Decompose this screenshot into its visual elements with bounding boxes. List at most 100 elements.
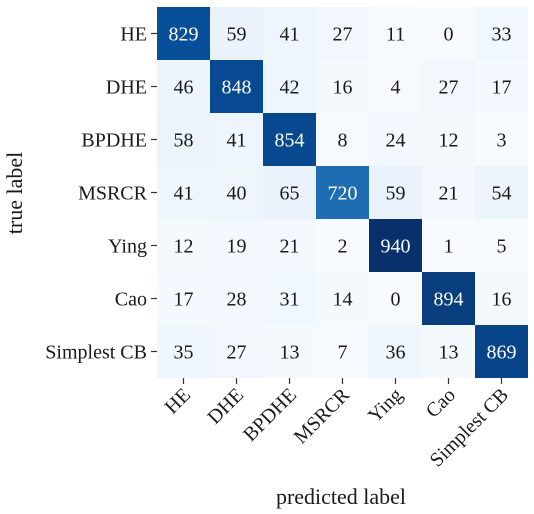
heatmap-cell xyxy=(422,219,475,272)
heatmap-cell xyxy=(157,60,210,113)
heatmap-cell xyxy=(157,113,210,166)
cell-value-label: 24 xyxy=(386,130,406,152)
heatmap-cell xyxy=(422,166,475,219)
cell-value-label: 36 xyxy=(386,342,406,364)
y-tick-label: HE xyxy=(120,24,147,46)
heatmap-cell xyxy=(369,60,422,113)
heatmap-cell xyxy=(157,272,210,325)
cell-value-label: 27 xyxy=(439,77,459,99)
cell-value-label: 894 xyxy=(434,289,464,311)
cell-value-label: 12 xyxy=(174,236,194,258)
heatmap-cell xyxy=(210,166,263,219)
cell-value-label: 7 xyxy=(338,342,348,364)
x-axis-label: predicted label xyxy=(276,484,406,509)
heatmap-cell xyxy=(475,272,528,325)
heatmap-cell xyxy=(263,60,316,113)
cell-value-label: 17 xyxy=(174,289,194,311)
heatmap-cell xyxy=(210,219,263,272)
cell-value-label: 21 xyxy=(280,236,300,258)
cell-value-label: 19 xyxy=(227,236,247,258)
cell-value-label: 59 xyxy=(386,183,406,205)
y-tick-label: MSRCR xyxy=(78,183,148,205)
cell-value-label: 1 xyxy=(444,236,454,258)
heatmap-cells xyxy=(157,7,528,378)
heatmap-cell xyxy=(210,60,263,113)
cell-value-label: 13 xyxy=(280,342,300,364)
cell-value-label: 27 xyxy=(227,342,247,364)
cell-value-label: 12 xyxy=(439,130,459,152)
cell-value-label: 8 xyxy=(338,130,348,152)
heatmap-cell xyxy=(316,7,369,60)
cell-value-label: 59 xyxy=(227,24,247,46)
cell-value-label: 0 xyxy=(391,289,401,311)
heatmap-cell xyxy=(369,166,422,219)
heatmap-cell xyxy=(316,113,369,166)
cell-value-label: 41 xyxy=(227,130,247,152)
cell-value-label: 65 xyxy=(280,183,300,205)
cell-value-label: 11 xyxy=(386,24,405,46)
cell-value-label: 41 xyxy=(174,183,194,205)
heatmap-cell xyxy=(475,7,528,60)
heatmap-cell xyxy=(263,325,316,378)
x-tick-label: MSRCR xyxy=(290,384,355,449)
heatmap-cell xyxy=(157,166,210,219)
cell-value-label: 13 xyxy=(439,342,459,364)
y-tick-label: Simplest CB xyxy=(45,342,147,364)
heatmap-cell xyxy=(475,60,528,113)
heatmap-cell xyxy=(157,7,210,60)
y-axis: HE DHE BPDHE MSRCR Ying Cao Simplest CB xyxy=(45,24,157,364)
x-tick-label: HE xyxy=(161,384,195,418)
x-tick-label: BPDHE xyxy=(239,384,301,446)
heatmap-cell xyxy=(369,219,422,272)
heatmap-cell xyxy=(157,325,210,378)
heatmap-cell xyxy=(316,60,369,113)
cell-value-label: 3 xyxy=(497,130,507,152)
cell-value-label: 848 xyxy=(222,77,252,99)
cell-value-label: 14 xyxy=(333,289,353,311)
cell-value-label: 854 xyxy=(275,130,305,152)
cell-value-label: 16 xyxy=(492,289,512,311)
cell-value-label: 58 xyxy=(174,130,194,152)
y-tick-label: BPDHE xyxy=(81,130,147,152)
x-tick-label: Ying xyxy=(364,384,407,427)
heatmap-cell xyxy=(369,113,422,166)
cell-value-label: 27 xyxy=(333,24,353,46)
heatmap-cell xyxy=(157,219,210,272)
cell-value-label: 0 xyxy=(444,24,454,46)
cell-value-label: 2 xyxy=(338,236,348,258)
heatmap-cell xyxy=(263,7,316,60)
cell-value-label: 31 xyxy=(280,289,300,311)
cell-value-label: 54 xyxy=(492,183,512,205)
cell-value-label: 35 xyxy=(174,342,194,364)
heatmap-cell xyxy=(210,113,263,166)
cell-value-label: 42 xyxy=(280,77,300,99)
cell-value-label: 17 xyxy=(492,77,512,99)
x-tick-label: DHE xyxy=(203,384,248,429)
cell-value-label: 829 xyxy=(169,24,199,46)
cell-value-label: 940 xyxy=(381,236,411,258)
y-tick-label: Ying xyxy=(108,236,147,258)
heatmap-cell xyxy=(422,113,475,166)
heatmap-cell xyxy=(475,166,528,219)
heatmap-cell xyxy=(316,272,369,325)
heatmap-cell xyxy=(316,166,369,219)
heatmap-cell xyxy=(263,219,316,272)
heatmap-cell xyxy=(210,7,263,60)
heatmap-cell xyxy=(422,60,475,113)
heatmap-cell xyxy=(263,272,316,325)
heatmap-cell xyxy=(316,325,369,378)
cell-value-label: 46 xyxy=(174,77,194,99)
heatmap-cell xyxy=(369,325,422,378)
heatmap-cell xyxy=(263,166,316,219)
y-tick-label: DHE xyxy=(106,77,147,99)
heatmap-cell xyxy=(263,113,316,166)
heatmap-cell xyxy=(369,7,422,60)
heatmap-cell xyxy=(475,325,528,378)
x-tick-label: Cao xyxy=(422,384,460,422)
cell-value-label: 720 xyxy=(328,183,358,205)
heatmap-cell xyxy=(210,325,263,378)
heatmap-cell xyxy=(316,219,369,272)
cell-value-label: 33 xyxy=(492,24,512,46)
